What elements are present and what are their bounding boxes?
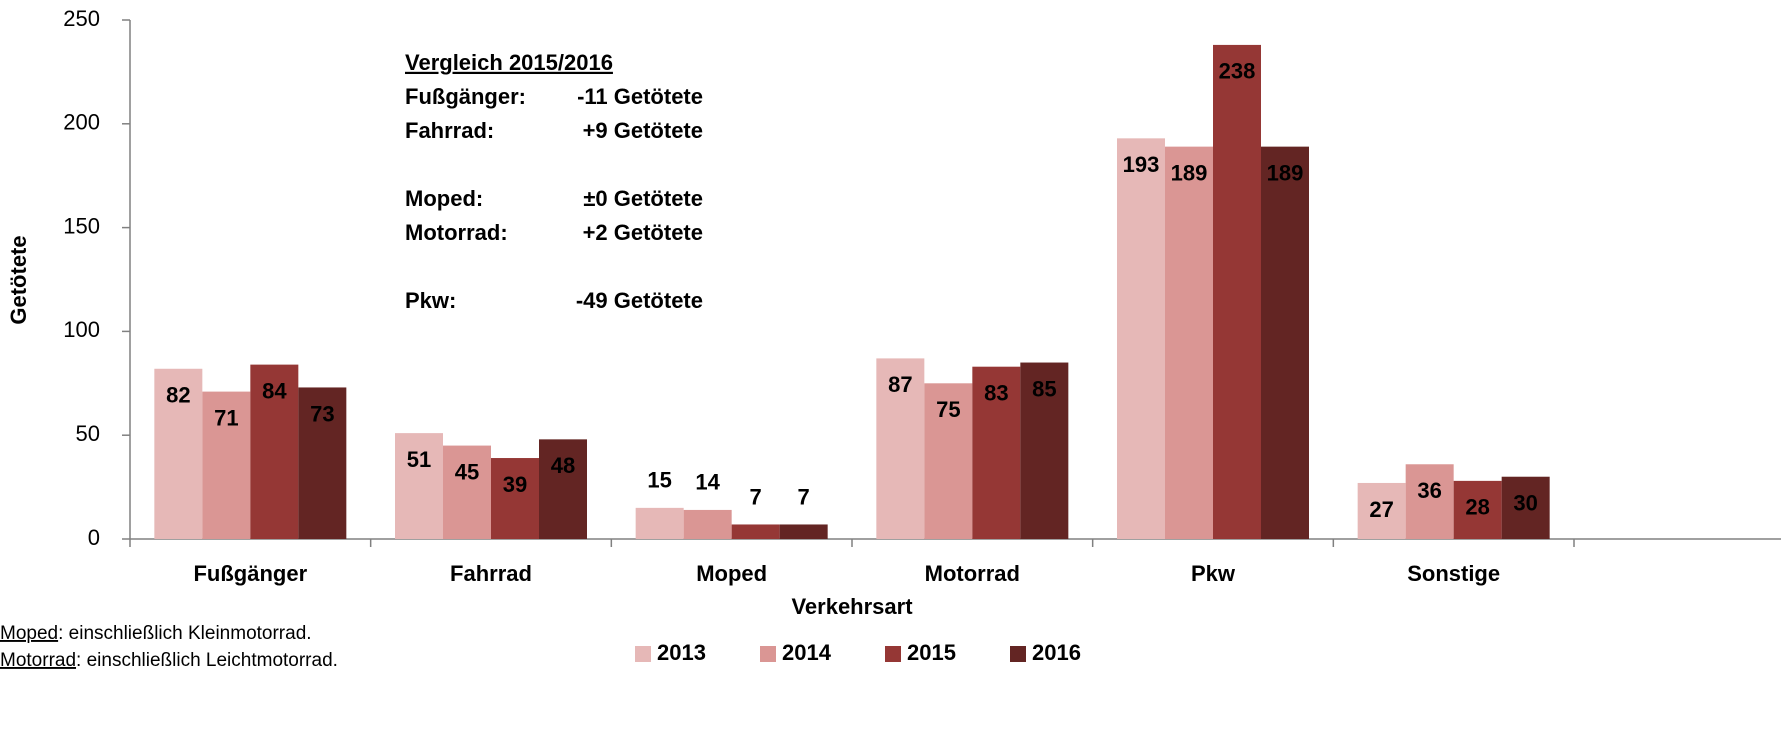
- footnote-text: : einschließlich Leichtmotorrad.: [76, 650, 338, 671]
- y-tick-label: 250: [63, 6, 100, 31]
- footnote-text: : einschließlich Kleinmotorrad.: [58, 623, 311, 644]
- annotation-value: -11 Getötete: [577, 84, 703, 109]
- annotation-label: Pkw:: [405, 288, 456, 313]
- legend-swatch: [760, 646, 776, 662]
- data-label: 83: [984, 381, 1008, 406]
- data-label: 82: [166, 383, 190, 408]
- bar: [1117, 138, 1165, 539]
- data-label: 14: [695, 470, 720, 495]
- data-label: 238: [1219, 59, 1256, 84]
- data-label: 87: [888, 372, 912, 397]
- x-tick-label: Sonstige: [1407, 561, 1500, 586]
- data-label: 39: [503, 472, 527, 497]
- bar: [683, 509, 732, 539]
- legend-swatch: [885, 646, 901, 662]
- legend-label: 2014: [782, 640, 832, 665]
- bar: [1261, 146, 1309, 540]
- bar: [1020, 362, 1069, 539]
- bar: [1357, 482, 1406, 539]
- x-tick-label: Fahrrad: [450, 561, 532, 586]
- annotation-label: Motorrad:: [405, 220, 508, 245]
- bar: [1165, 146, 1213, 540]
- data-label: 36: [1417, 478, 1441, 503]
- data-label: 7: [750, 484, 762, 509]
- annotation-value: -49 Getötete: [576, 288, 703, 313]
- data-label: 15: [647, 468, 671, 493]
- data-label: 71: [214, 405, 238, 430]
- y-tick-label: 100: [63, 317, 100, 342]
- footnote: Motorrad: einschließlich Leichtmotorrad.: [0, 650, 338, 671]
- bar: [491, 458, 539, 539]
- y-tick-label: 200: [63, 110, 100, 135]
- annotation-value: ±0 Getötete: [583, 186, 703, 211]
- annotation-value: +9 Getötete: [583, 118, 703, 143]
- data-label: 51: [407, 447, 431, 472]
- bar: [876, 358, 925, 539]
- x-tick-label: Motorrad: [925, 561, 1020, 586]
- data-label: 28: [1465, 495, 1489, 520]
- data-label: 189: [1171, 160, 1208, 185]
- data-label: 27: [1369, 497, 1393, 522]
- bar: [1501, 476, 1550, 539]
- data-label: 84: [262, 378, 287, 403]
- bar: [154, 368, 203, 539]
- legend-label: 2013: [657, 640, 706, 665]
- data-label: 48: [551, 453, 575, 478]
- annotation-title: Vergleich 2015/2016: [405, 50, 613, 75]
- legend-label: 2015: [907, 640, 956, 665]
- annotation-value: +2 Getötete: [583, 220, 703, 245]
- data-label: 189: [1267, 160, 1304, 185]
- bar: [539, 439, 587, 539]
- legend-label: 2016: [1032, 640, 1081, 665]
- x-tick-label: Pkw: [1191, 561, 1236, 586]
- y-tick-label: 50: [76, 421, 100, 446]
- footnote-term: Motorrad: [0, 650, 76, 671]
- x-axis-title: Verkehrsart: [791, 594, 913, 619]
- bar: [202, 391, 251, 539]
- bar: [395, 433, 443, 539]
- bar: [924, 383, 973, 539]
- bar: [298, 387, 347, 539]
- bar: [443, 445, 491, 539]
- footnote-term: Moped: [0, 623, 58, 644]
- annotation-label: Moped:: [405, 186, 483, 211]
- legend-swatch: [1010, 646, 1026, 662]
- annotation-label: Fahrrad:: [405, 118, 494, 143]
- footnote: Moped: einschließlich Kleinmotorrad.: [0, 623, 312, 644]
- data-label: 73: [310, 401, 334, 426]
- data-label: 85: [1032, 376, 1056, 401]
- data-label: 45: [455, 459, 479, 484]
- y-axis-title: Getötete: [6, 235, 31, 324]
- bar: [1453, 480, 1502, 539]
- y-tick-label: 0: [88, 525, 100, 550]
- data-label: 7: [798, 484, 810, 509]
- bar: [972, 366, 1021, 539]
- bar: [779, 524, 828, 539]
- data-label: 193: [1123, 152, 1160, 177]
- x-tick-label: Fußgänger: [193, 561, 307, 586]
- bar: [1405, 464, 1454, 539]
- bar: [635, 507, 684, 539]
- legend-swatch: [635, 646, 651, 662]
- annotation-label: Fußgänger:: [405, 84, 526, 109]
- x-tick-label: Moped: [696, 561, 767, 586]
- data-label: 75: [936, 397, 960, 422]
- data-label: 30: [1513, 491, 1537, 516]
- bar: [1213, 44, 1261, 540]
- bar: [731, 524, 780, 539]
- y-tick-label: 150: [63, 213, 100, 238]
- bar: [250, 364, 299, 539]
